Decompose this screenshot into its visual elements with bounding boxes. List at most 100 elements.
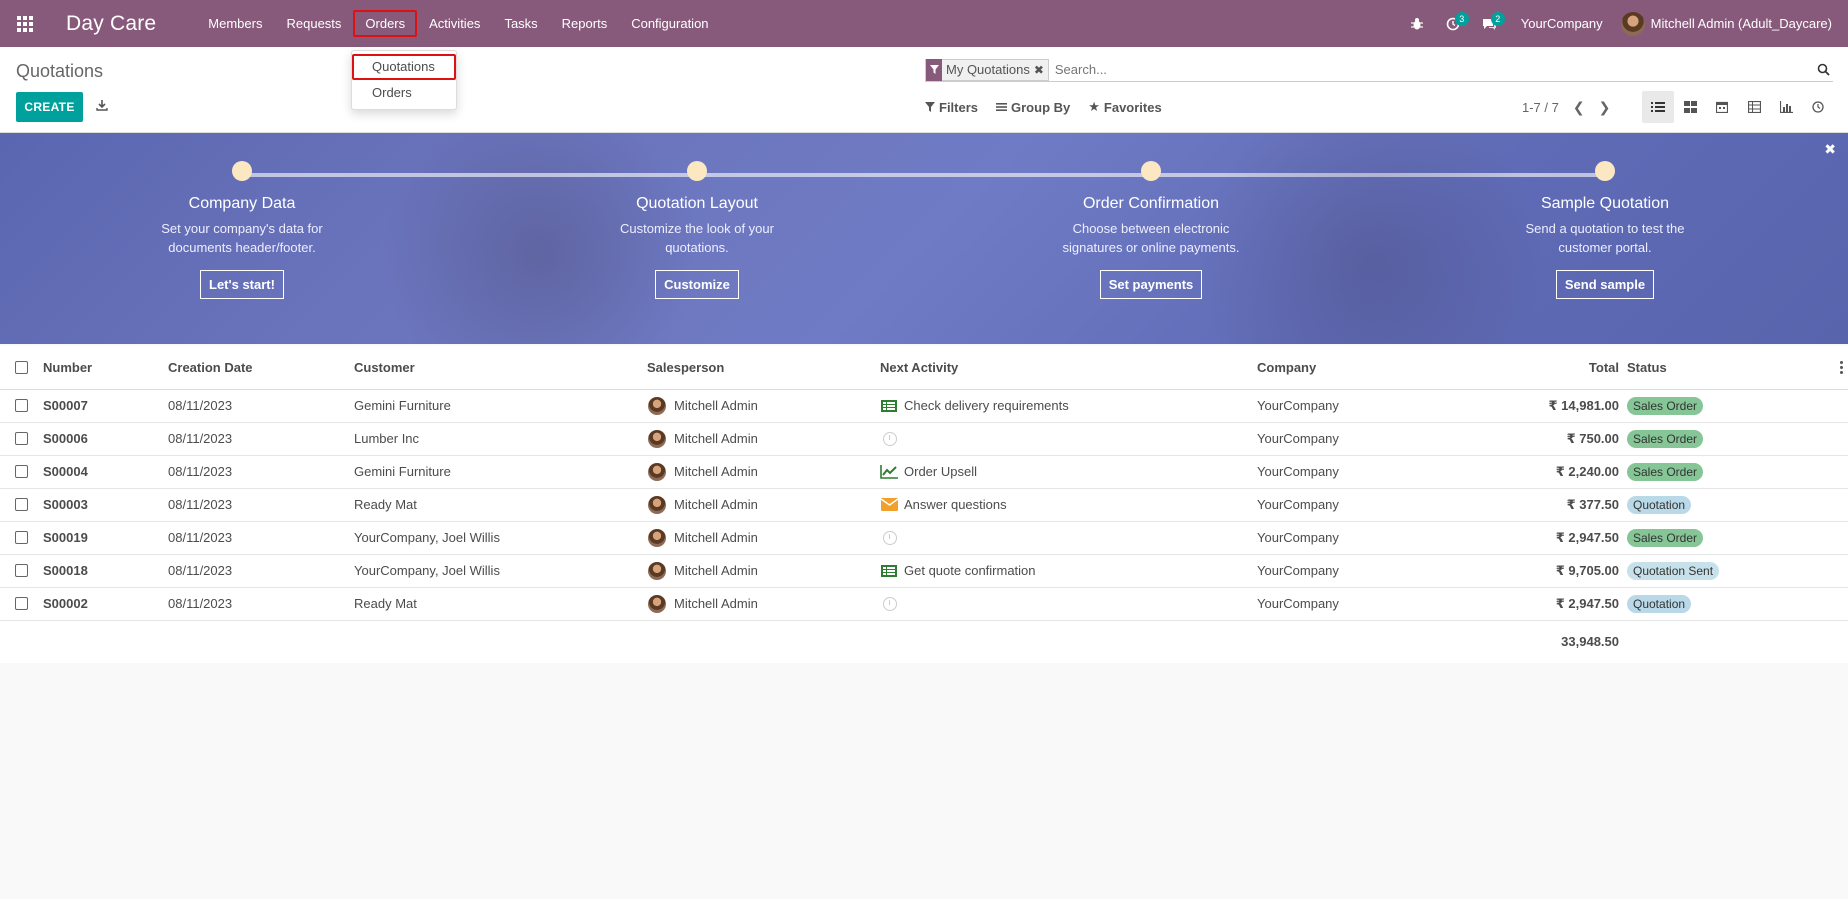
total-amount: ₹ 2,240.00 [1555,463,1619,479]
cell-creation-date: 08/11/2023 [168,587,354,621]
header-customer[interactable]: Customer [354,346,647,390]
cell-number: S00004 [43,455,168,489]
table-row[interactable]: S00018 08/11/2023 YourCompany, Joel Willis… [0,554,1848,588]
envelope-icon[interactable] [880,498,898,512]
star-icon: ★ [1088,99,1100,114]
messages-chat-icon[interactable]: 2 [1471,0,1507,47]
header-number[interactable]: Number [43,346,168,390]
graph-view-icon[interactable] [1770,91,1802,123]
row-checkbox[interactable] [15,432,28,445]
remove-facet-icon[interactable]: ✖ [1033,62,1044,77]
create-button[interactable]: CREATE [16,92,83,122]
menu-reports[interactable]: Reports [561,16,608,31]
cell-total: ₹ 377.50 [1464,488,1627,522]
header-status[interactable]: Status [1627,346,1834,390]
select-all-checkbox[interactable] [15,360,28,374]
cell-empty [1834,521,1848,555]
clock-icon[interactable] [883,530,897,545]
step-title: Company Data [188,195,296,212]
status-badge: Sales Order [1627,429,1704,448]
menu-tasks[interactable]: Tasks [504,16,538,31]
pager-previous-icon[interactable]: ❮ [1572,99,1585,115]
company-switcher[interactable]: YourCompany [1520,16,1603,31]
cell-empty [1834,422,1848,456]
total-amount: ₹ 750.00 [1566,430,1619,446]
groupby-button[interactable]: Group By [996,99,1070,115]
set-payments-button[interactable]: Set payments [1099,270,1203,299]
cell-company: YourCompany [1257,488,1464,522]
list-view-icon[interactable] [1642,91,1674,123]
order-number: S00018 [43,563,88,578]
row-checkbox[interactable] [15,465,28,478]
salesperson-name: Mitchell Admin [674,497,758,512]
row-select-cell [0,488,43,522]
cell-creation-date: 08/11/2023 [168,455,354,489]
app-brand[interactable]: Day Care [66,11,157,35]
table-row[interactable]: S00007 08/11/2023 Gemini Furniture Mitchell… [0,389,1848,423]
todo-list-icon[interactable] [880,399,898,413]
header-creation-date[interactable]: Creation Date [168,346,354,390]
clock-icon[interactable] [883,596,897,611]
send-sample-button[interactable]: Send sample [1555,270,1655,299]
step-description: Send a quotation to test the customer por… [1525,221,1685,255]
table-row[interactable]: S00006 08/11/2023 Lumber Inc Mitchell Admin… [0,422,1848,456]
search-icon[interactable] [1813,63,1833,76]
favorites-button[interactable]: ★ Favorites [1088,99,1161,115]
table-row[interactable]: S00002 08/11/2023 Ready Mat Mitchell Admin Y… [0,587,1848,621]
search-input[interactable] [1054,62,1813,77]
row-checkbox[interactable] [15,498,28,511]
cell-empty [1834,389,1848,423]
cell-customer: Gemini Furniture [354,389,647,423]
status-badge: Sales Order [1627,462,1704,481]
table-row[interactable]: S00004 08/11/2023 Gemini Furniture Mitchell… [0,455,1848,489]
step-description: Choose between electronic signatures or o… [1062,221,1240,255]
customize-button[interactable]: Customize [655,270,739,299]
status-badge: Quotation [1627,495,1692,514]
menu-activities[interactable]: Activities [429,16,481,31]
header-total[interactable]: Total [1464,346,1627,390]
header-next-activity[interactable]: Next Activity [880,346,1257,390]
pivot-view-icon[interactable] [1738,91,1770,123]
order-number: S00007 [43,398,88,413]
close-banner-icon[interactable]: ✖ [1824,141,1836,157]
row-checkbox[interactable] [15,597,28,610]
menu-configuration[interactable]: Configuration [631,16,709,31]
activity-view-icon[interactable] [1802,91,1834,123]
table-row[interactable]: S00019 08/11/2023 YourCompany, Joel Willis… [0,521,1848,555]
pager-value[interactable]: 1-7 / 7 [1522,100,1559,115]
dropdown-item-quotations[interactable]: Quotations [352,54,456,80]
download-icon[interactable] [94,97,110,113]
apps-menu-icon[interactable] [0,0,50,47]
row-select-cell [0,554,43,588]
header-salesperson[interactable]: Salesperson [647,346,880,390]
upsell-chart-icon[interactable] [880,464,898,479]
cell-creation-date: 08/11/2023 [168,554,354,588]
row-checkbox[interactable] [15,531,28,544]
dropdown-item-orders[interactable]: Orders [372,85,412,100]
debug-bug-icon[interactable] [1399,0,1435,47]
row-checkbox[interactable] [15,399,28,412]
pager-next-icon[interactable]: ❯ [1598,99,1611,115]
activity-summary: Check delivery requirements [904,398,1069,413]
cell-total: ₹ 2,947.50 [1464,521,1627,555]
clock-icon[interactable] [883,431,897,446]
step-title: Sample Quotation [1540,195,1670,212]
bars-icon [996,103,1008,111]
row-checkbox[interactable] [15,564,28,577]
header-company[interactable]: Company [1257,346,1464,390]
activities-clock-icon[interactable]: 3 [1435,0,1471,47]
filters-button[interactable]: Filters [925,99,978,115]
menu-members[interactable]: Members [208,16,263,31]
lets-start-button[interactable]: Let's start! [200,270,284,299]
kanban-view-icon[interactable] [1674,91,1706,123]
sum-total: 33,948.50 [1561,634,1619,650]
calendar-view-icon[interactable] [1706,91,1738,123]
table-sum-row: 33,948.50 [0,620,1848,663]
activity-count-badge: 3 [1454,12,1469,26]
table-row[interactable]: S00003 08/11/2023 Ready Mat Mitchell Admin A… [0,488,1848,522]
user-menu[interactable]: Mitchell Admin (Adult_Daycare) [1620,11,1832,36]
optional-columns-toggle[interactable] [1834,346,1848,390]
menu-orders[interactable]: Orders [353,10,418,37]
menu-requests[interactable]: Requests [286,16,342,31]
todo-list-icon[interactable] [880,564,898,578]
